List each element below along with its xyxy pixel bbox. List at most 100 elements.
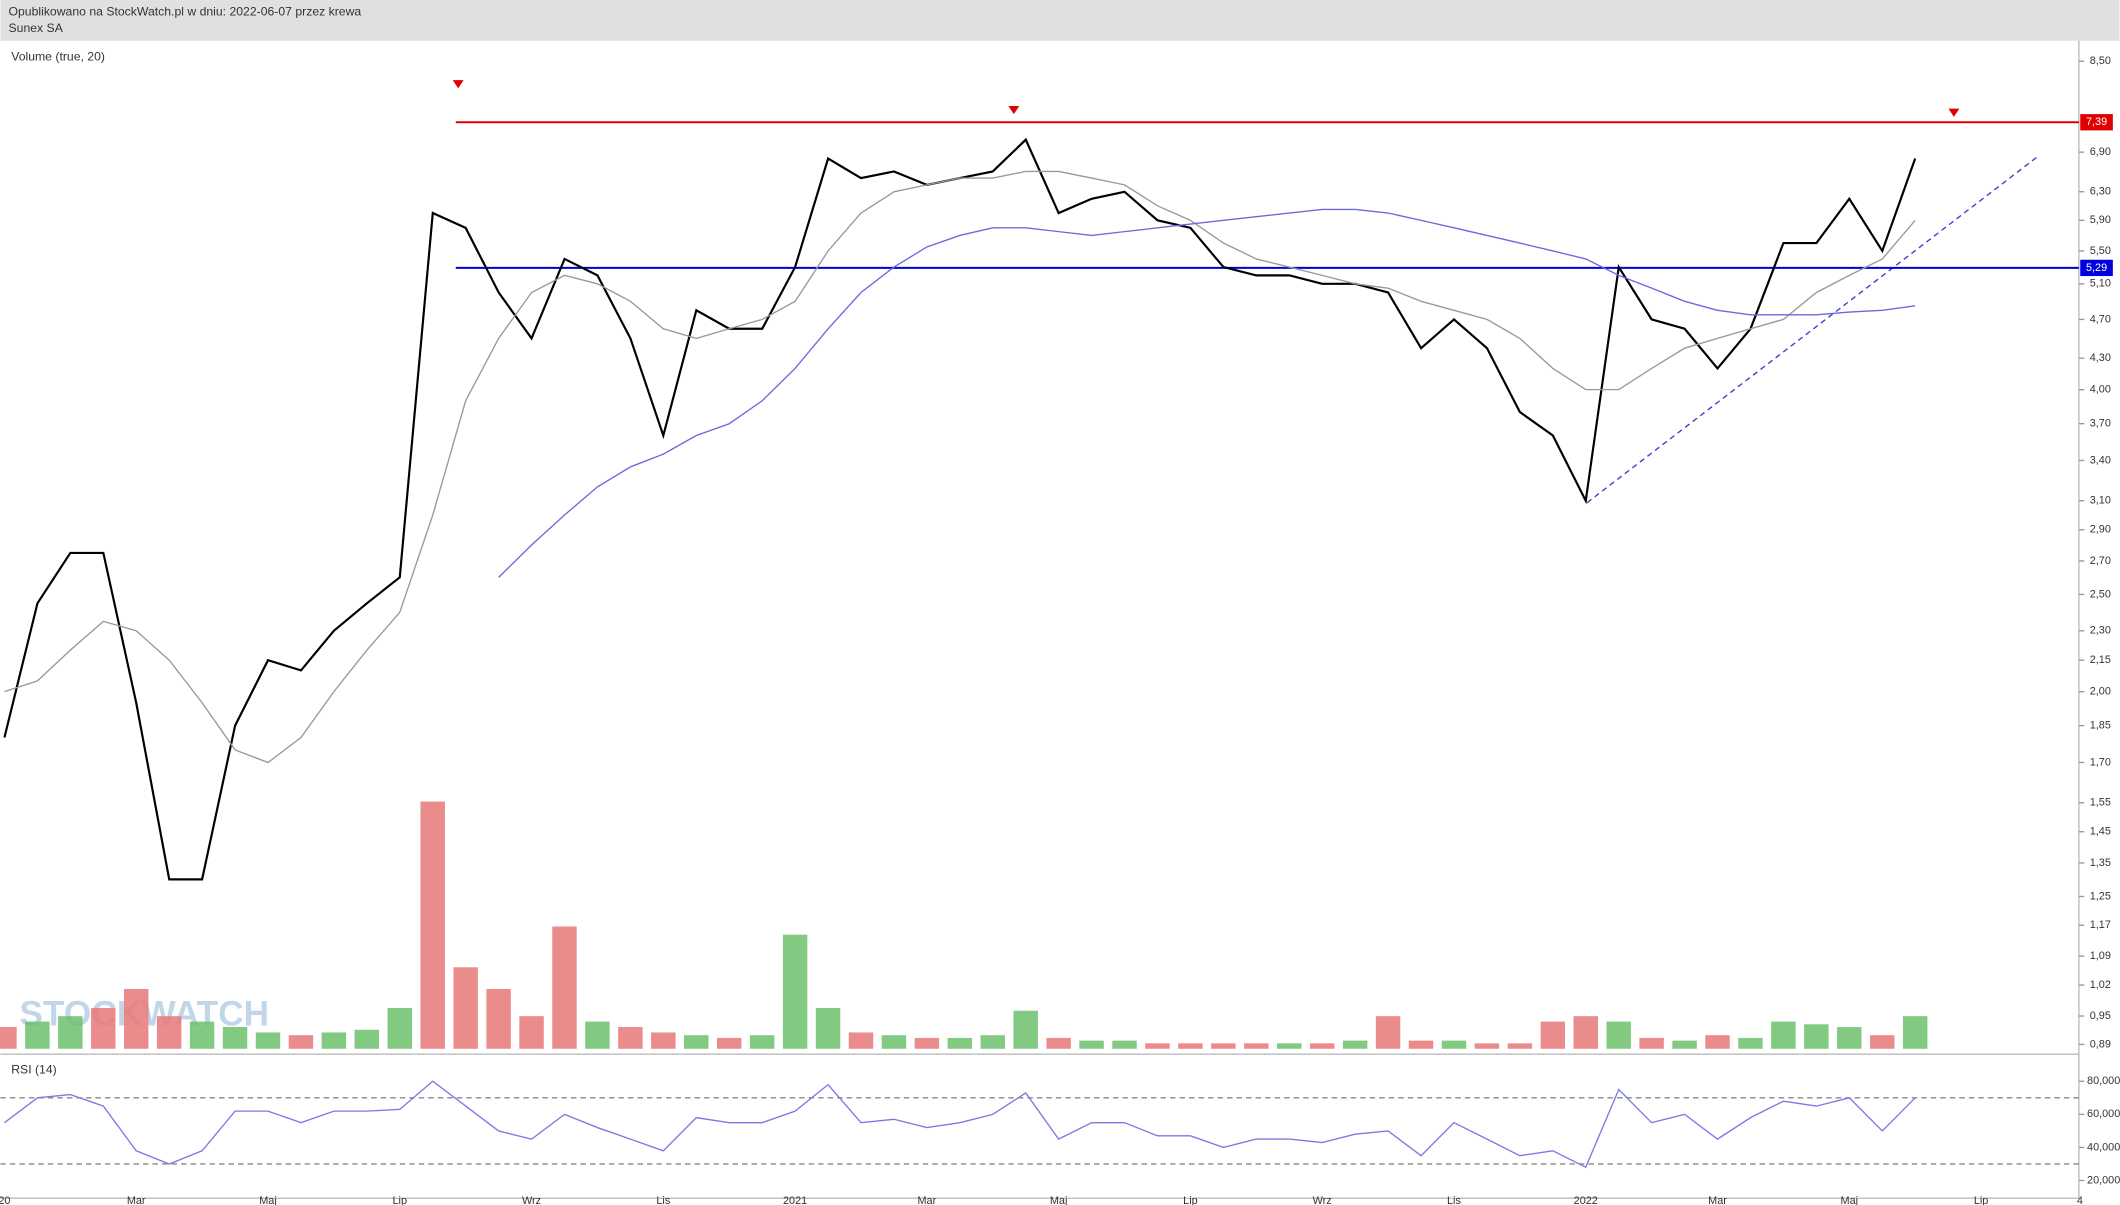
volume-bar xyxy=(1771,1021,1796,1049)
volume-bar xyxy=(1639,1037,1664,1049)
header-text: Sunex SA xyxy=(9,21,64,35)
x-tick-label: Wrz xyxy=(1313,1195,1332,1205)
volume-bar xyxy=(1804,1024,1829,1049)
y-tick-label: 3,40 xyxy=(2090,454,2111,466)
y-tick-label: 1,70 xyxy=(2090,756,2111,768)
volume-bar xyxy=(848,1032,874,1049)
volume-bar xyxy=(782,934,808,1049)
level-label: 5,29 xyxy=(2086,262,2107,274)
volume-bar xyxy=(189,1021,215,1049)
volume-bar xyxy=(1046,1037,1071,1049)
level-label: 7,39 xyxy=(2086,116,2107,128)
volume-bar xyxy=(1573,1016,1598,1049)
volume-bar xyxy=(0,1027,17,1049)
volume-bar xyxy=(1738,1037,1763,1049)
volume-bar xyxy=(420,801,445,1049)
volume-bar xyxy=(519,1016,544,1049)
y-tick-label: 1,09 xyxy=(2090,950,2111,962)
volume-bar xyxy=(288,1035,314,1049)
line xyxy=(498,208,1916,578)
y-tick-label: 2,90 xyxy=(2090,524,2111,536)
volume-bar xyxy=(91,1008,116,1049)
line xyxy=(4,170,1916,764)
y-tick-label: 4,00 xyxy=(2090,384,2111,396)
volume-bar xyxy=(684,1035,709,1049)
volume-bar xyxy=(354,1029,380,1049)
level-label-box xyxy=(2080,114,2113,131)
y-tick-label: 2,30 xyxy=(2090,625,2111,637)
y-tick-label: 0,95 xyxy=(2090,1010,2111,1022)
y-tick-label: 2,50 xyxy=(2090,588,2111,600)
trend-line xyxy=(1586,155,2039,504)
volume-bar xyxy=(716,1037,742,1049)
y-tick-label: 5,10 xyxy=(2090,278,2111,290)
x-tick-label: 20 xyxy=(0,1195,10,1205)
x-tick-label: Lip xyxy=(1974,1195,1989,1205)
volume-bar xyxy=(1705,1035,1730,1049)
volume-bar xyxy=(1474,1043,1500,1049)
header-text: Opublikowano na StockWatch.pl w dniu: 20… xyxy=(9,4,362,18)
y-tick-label: 0,89 xyxy=(2090,1038,2111,1050)
volume-bar xyxy=(618,1027,643,1049)
x-tick-label: Lip xyxy=(393,1195,407,1205)
marker xyxy=(1008,105,1020,115)
volume-bar xyxy=(255,1032,281,1049)
y-tick-label: 1,02 xyxy=(2090,979,2111,991)
x-tick-label: Lis xyxy=(656,1195,670,1205)
volume-bar xyxy=(552,926,577,1049)
x-tick-label: Wrz xyxy=(522,1195,541,1205)
marker xyxy=(452,80,464,89)
volume-bar xyxy=(1507,1043,1533,1049)
volume-bar xyxy=(881,1035,907,1049)
volume-bar xyxy=(980,1035,1005,1049)
y-tick-label: 1,35 xyxy=(2090,857,2111,869)
volume-bar xyxy=(486,988,511,1049)
volume-bar xyxy=(1244,1043,1269,1049)
y-tick-label: 2,15 xyxy=(2090,654,2111,666)
y-tick-label: 6,90 xyxy=(2090,146,2111,158)
volume-bar xyxy=(1902,1016,1928,1049)
x-tick-label: Maj xyxy=(1841,1195,1859,1205)
volume-bar xyxy=(1342,1040,1368,1049)
volume-bar xyxy=(1606,1021,1631,1049)
panel-title: Volume (true, 20) xyxy=(11,49,105,63)
volume-bar xyxy=(1441,1040,1467,1049)
volume-bar xyxy=(815,1008,841,1049)
y-tick-label: 2,00 xyxy=(2090,686,2111,698)
volume-bar xyxy=(749,1035,775,1049)
volume-bar xyxy=(1375,1016,1401,1049)
volume-bar xyxy=(321,1032,347,1049)
volume-bar xyxy=(1079,1040,1104,1049)
y-tick-label: 5,90 xyxy=(2090,214,2111,226)
header-bar xyxy=(0,0,2120,41)
volume-bar xyxy=(453,967,478,1049)
marker xyxy=(1948,108,1960,117)
x-tick-label: Mar xyxy=(918,1195,937,1205)
volume-bar xyxy=(156,1016,182,1049)
volume-bar xyxy=(387,1008,412,1049)
volume-bar xyxy=(1211,1043,1236,1049)
y-tick-label: 3,70 xyxy=(2090,418,2111,430)
y-tick-label: 1,55 xyxy=(2090,797,2111,809)
volume-bar xyxy=(914,1037,940,1049)
volume-bar xyxy=(222,1027,248,1049)
volume-bar xyxy=(1540,1021,1566,1049)
volume-bar xyxy=(25,1021,50,1049)
y-tick-label: 1,17 xyxy=(2090,919,2111,931)
x-tick-label: Mar xyxy=(127,1195,146,1205)
panel-title: RSI (14) xyxy=(11,1063,57,1077)
volume-bar xyxy=(651,1032,676,1049)
y-tick-label: 1,45 xyxy=(2090,826,2111,838)
volume-bar xyxy=(1408,1040,1434,1049)
volume-bar xyxy=(123,988,149,1049)
x-tick-label: Maj xyxy=(1050,1195,1067,1205)
volume-bar xyxy=(1837,1027,1862,1049)
volume-bar xyxy=(1672,1040,1697,1049)
x-tick-label: 4 xyxy=(2077,1195,2083,1205)
y-tick-label: 1,25 xyxy=(2090,890,2111,902)
